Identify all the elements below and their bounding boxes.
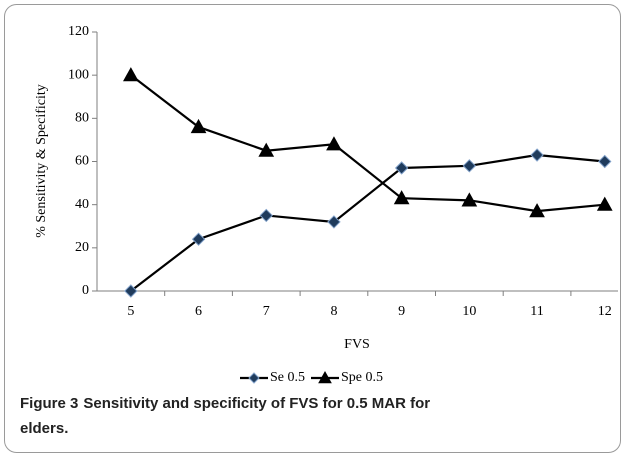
x-tick-label: 7 [263,304,270,319]
marker [461,192,478,207]
caption-text: Sensitivity and specificity of FVS for 0… [83,395,430,412]
series-line [130,74,605,213]
y-tick-label: 80 [75,111,89,126]
marker [258,142,275,157]
marker [326,136,342,151]
marker [393,190,410,205]
legend-label: Se 0.5 [270,370,305,385]
x-tick-label: 9 [398,304,405,319]
frame [4,4,621,453]
caption-text: elders. [20,420,68,437]
x-axis-label: FVS [344,337,370,352]
marker [191,232,206,246]
marker [190,118,207,134]
marker [596,196,613,211]
legend-marker [248,372,260,384]
marker [259,208,273,223]
marker [327,215,341,229]
marker [529,203,545,218]
legend-label: Spe 0.5 [341,370,383,385]
series-line [130,153,605,292]
marker [530,148,544,162]
legend-marker [318,370,332,384]
x-tick-label: 10 [462,304,476,319]
x-tick-label: 12 [598,304,612,319]
y-tick-label: 100 [68,67,89,82]
y-tick-label: 0 [82,283,89,298]
y-tick-label: 120 [68,24,89,39]
marker [124,284,138,298]
y-axis-label: % Sensitivity & Specificity [34,84,49,238]
marker [394,161,409,175]
x-tick-label: 8 [330,304,337,319]
marker [123,67,139,82]
x-tick-label: 11 [530,304,543,319]
x-tick-label: 6 [195,304,202,319]
marker [462,159,477,173]
x-tick-label: 5 [127,304,134,319]
y-tick-label: 20 [75,240,89,255]
marker [598,154,612,169]
y-tick-label: 40 [75,197,89,212]
y-tick-label: 60 [75,154,89,169]
caption-label: Figure 3 [20,395,78,412]
